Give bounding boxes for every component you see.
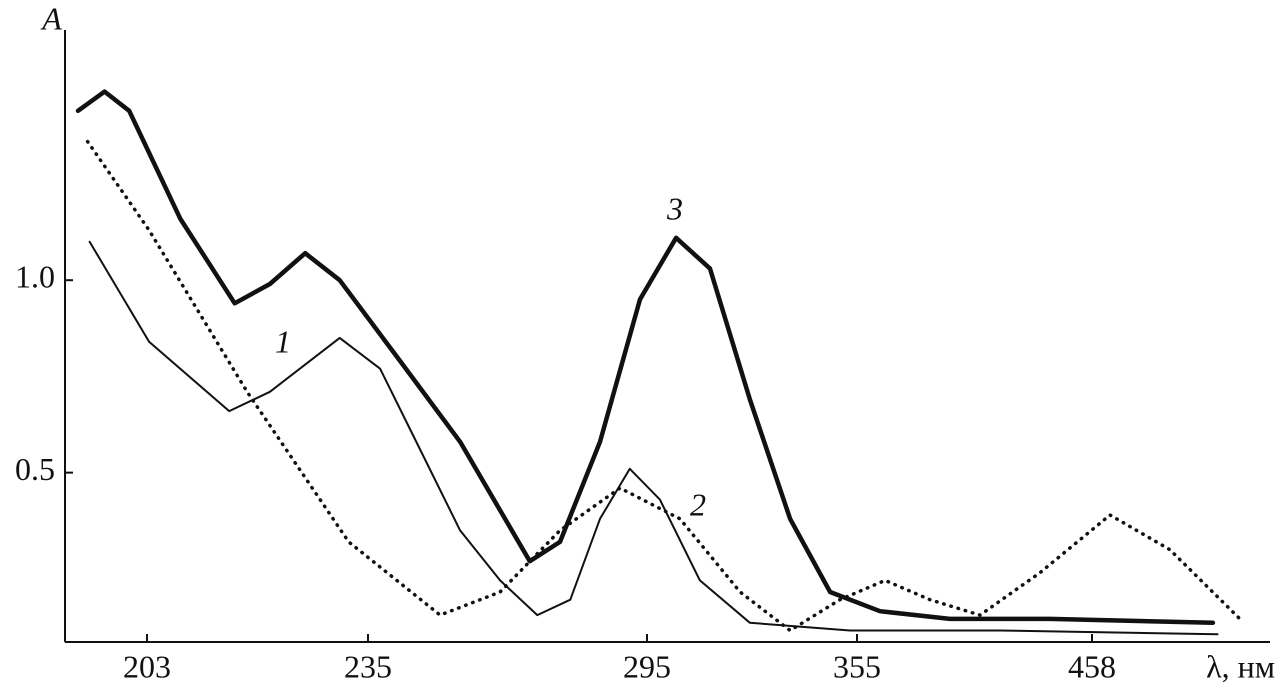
y-tick-label: 0.5 [15,451,55,487]
x-tick-label: 355 [833,648,881,684]
y-tick-label: 1.0 [15,259,55,295]
x-tick-label: 295 [623,648,671,684]
series-line [85,139,1242,633]
series-line [88,240,1219,636]
x-tick-label: 203 [123,648,171,684]
series-label: 2 [690,486,706,522]
y-axis-label: A [40,0,62,36]
x-tick-label: 235 [344,648,392,684]
x-axis-label: λ, нм [1206,648,1275,684]
series-label: 1 [275,323,291,359]
x-tick-label: 458 [1068,648,1116,684]
series-label: 3 [666,190,683,226]
series-line [75,89,1216,626]
